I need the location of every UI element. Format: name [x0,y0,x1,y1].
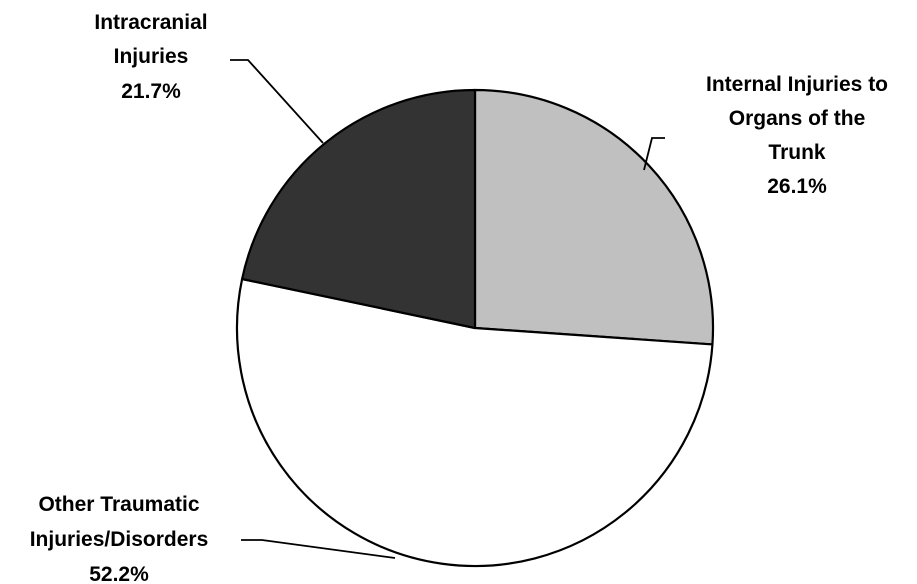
label-line: Injuries/Disorders [30,528,209,551]
pie-slices [235,88,715,568]
slice-label-other-traumatic: Other Traumatic Injuries/Disorders 52.2% [30,493,209,584]
slice-label-internal-injuries: Internal Injuries to Organs of the Trunk… [706,73,888,198]
leader-line-internal [643,137,665,171]
leader-lines [230,59,665,559]
slice-internal-injuries [473,88,715,346]
slice-label-intracranial: Intracranial Injuries 21.7% [94,11,207,103]
label-line: Organs of the [729,107,866,130]
leader-line-other [241,539,396,559]
label-line: Other Traumatic [38,493,199,516]
value-label: 26.1% [767,175,827,198]
label-line: Intracranial [94,11,207,34]
value-label: 21.7% [121,80,181,103]
leader-line-intracranial [230,59,324,144]
label-line: Injuries [114,45,189,68]
slice-intracranial [241,88,477,330]
value-label: 52.2% [89,563,149,584]
label-line: Trunk [768,141,825,164]
slice-other-traumatic [235,277,714,568]
label-line: Internal Injuries to [706,73,888,96]
